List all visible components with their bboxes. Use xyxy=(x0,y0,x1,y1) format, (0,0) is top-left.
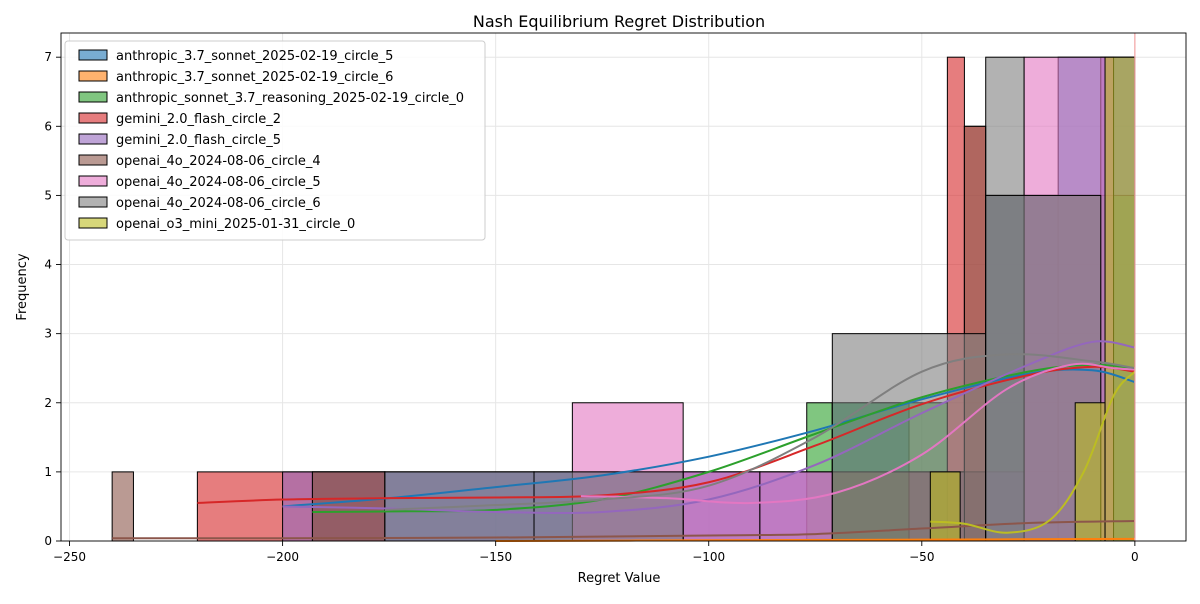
legend-label: openai_4o_2024-08-06_circle_4 xyxy=(116,154,321,169)
histogram-bars xyxy=(111,56,1136,542)
x-tick-label: −150 xyxy=(479,550,512,564)
y-axis-label: Frequency xyxy=(15,253,30,320)
histogram-bar xyxy=(682,471,761,542)
legend-swatch xyxy=(78,70,108,82)
x-tick-label: −100 xyxy=(692,550,725,564)
kde-curve xyxy=(580,362,1135,505)
x-tick-label: −50 xyxy=(909,550,934,564)
legend-label: openai_4o_2024-08-06_circle_6 xyxy=(116,196,321,211)
x-axis-label: Regret Value xyxy=(578,571,661,586)
y-tick-label: 1 xyxy=(44,465,52,479)
legend-swatch xyxy=(78,154,108,166)
histogram-bar xyxy=(929,471,961,542)
kde-curve xyxy=(112,519,1135,540)
legend-label: anthropic_3.7_sonnet_2025-02-19_circle_5 xyxy=(116,49,393,64)
legend-label: openai_o3_mini_2025-01-31_circle_0 xyxy=(116,217,355,232)
plot-frame xyxy=(60,32,1187,542)
legend-swatch xyxy=(78,133,108,145)
y-tick-label: 6 xyxy=(44,119,52,133)
legend-label: anthropic_sonnet_3.7_reasoning_2025-02-1… xyxy=(116,91,464,106)
y-tick-label: 7 xyxy=(44,50,52,64)
kde-curve xyxy=(384,353,1136,511)
legend: anthropic_3.7_sonnet_2025-02-19_circle_5… xyxy=(64,40,486,241)
legend-swatch xyxy=(78,217,108,229)
kde-curve xyxy=(930,370,1136,534)
histogram-bar xyxy=(1074,402,1106,542)
x-tick-label: −200 xyxy=(266,550,299,564)
legend-swatch xyxy=(78,91,108,103)
histogram-bar xyxy=(111,471,134,542)
legend-frame xyxy=(64,40,486,241)
y-tick-label: 3 xyxy=(44,327,52,341)
legend-swatch xyxy=(78,175,108,187)
legend-swatch xyxy=(78,49,108,61)
legend-label: gemini_2.0_flash_circle_5 xyxy=(116,133,281,148)
y-tick-label: 4 xyxy=(44,258,52,272)
kde-curve xyxy=(282,340,1136,515)
x-tick-label: −250 xyxy=(53,550,86,564)
legend-label: openai_4o_2024-08-06_circle_5 xyxy=(116,175,321,190)
y-tick-label: 5 xyxy=(44,188,52,202)
legend-label: anthropic_3.7_sonnet_2025-02-19_circle_6 xyxy=(116,70,393,85)
histogram-bar xyxy=(831,333,987,542)
legend-swatch xyxy=(78,196,108,208)
kde-curve xyxy=(197,365,1135,504)
chart-title: Nash Equilibrium Regret Distribution xyxy=(473,12,765,31)
legend-label: gemini_2.0_flash_circle_2 xyxy=(116,112,281,127)
axis-ticks: −250 −200 −150 −100 −50 0 0 1 2 3 4 5 6 7 xyxy=(44,50,1138,564)
legend-swatch xyxy=(78,112,108,124)
y-tick-label: 2 xyxy=(44,396,52,410)
x-tick-label: 0 xyxy=(1131,550,1139,564)
histogram-bar xyxy=(1104,56,1136,542)
y-tick-label: 0 xyxy=(44,534,52,548)
